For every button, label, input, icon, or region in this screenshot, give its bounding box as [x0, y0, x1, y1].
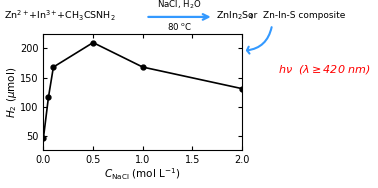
Text: h$\nu$  ($\lambda$$\geq$420 nm): h$\nu$ ($\lambda$$\geq$420 nm) [278, 63, 370, 76]
Text: or  Zn-In-S composite: or Zn-In-S composite [248, 11, 345, 20]
Text: $\rm Zn^{2+}\!\!+\!In^{3+}\!\!+\!CH_3CSNH_2$: $\rm Zn^{2+}\!\!+\!In^{3+}\!\!+\!CH_3CSN… [4, 9, 116, 23]
Text: $\rm ZnIn_2S_4$: $\rm ZnIn_2S_4$ [216, 10, 254, 22]
X-axis label: $C_{\rm NaCl}$ (mol L$^{-1}$): $C_{\rm NaCl}$ (mol L$^{-1}$) [104, 167, 181, 182]
Text: 80 $^{\rm o}$C: 80 $^{\rm o}$C [167, 21, 192, 32]
Y-axis label: $H_2$ ($\mu$mol): $H_2$ ($\mu$mol) [5, 67, 19, 118]
Text: NaCl, H$_2$O: NaCl, H$_2$O [157, 0, 202, 11]
